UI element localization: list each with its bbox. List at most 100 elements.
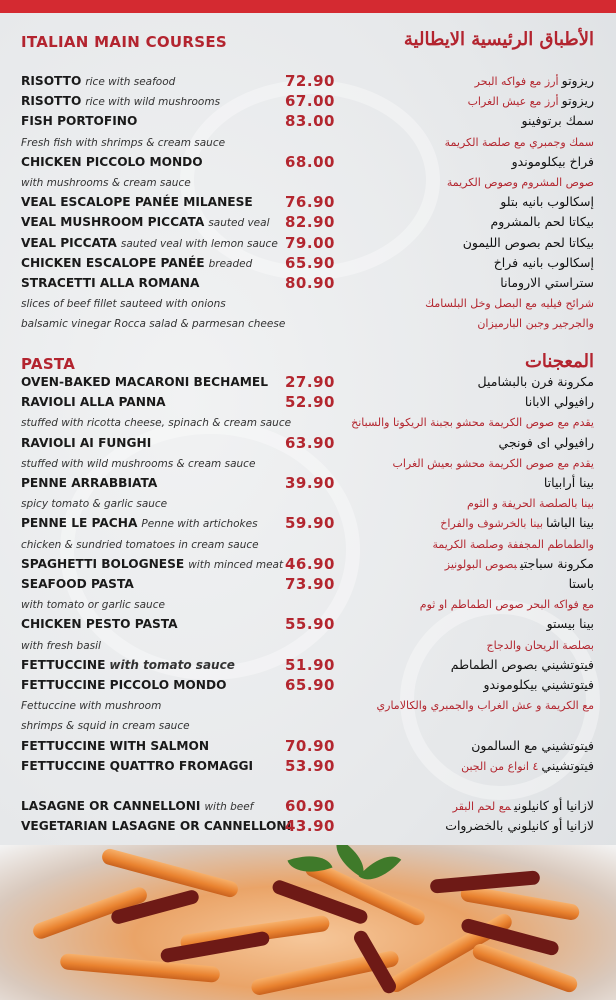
menu-item: RAVIOLI ALLA PANNA 52.90 رافيولي الابانا <box>0 393 616 413</box>
menu-item-description: with mushrooms & cream sauce صوص المشروم … <box>0 173 616 193</box>
menu-item-description: Fresh fish with shrimps & cream sauce سمك… <box>0 133 616 153</box>
menu-item-description: balsamic vinegar Rocca salad & parmesan … <box>0 314 616 334</box>
item-ar: فيتوتشيني بصوص الطماطم <box>451 657 594 672</box>
item-name: CHICKEN PICCOLO MONDO <box>21 154 203 169</box>
item-en: VEGETARIAN LASAGNE OR CANNELLONI <box>21 819 291 833</box>
item-desc: sauted veal <box>208 217 270 230</box>
item-en: RISOTTO rice with wild mushrooms <box>21 94 220 108</box>
item-desc-ar: والجرجير وجبن البارميزان <box>477 317 594 331</box>
item-name-ar: مكرونة سباجتي <box>519 555 594 571</box>
item-en: FETTUCCINE with tomato sauce <box>21 658 235 672</box>
item-ar: إسكالوب بانيه فراخ <box>494 255 594 270</box>
item-price: 63.90 <box>285 433 335 452</box>
item-ar: رافيولي الابانا <box>525 394 594 409</box>
item-en: with tomato or garlic sauce <box>21 597 165 611</box>
item-ar: لازانيا أو كانيلوني بالخضروات <box>445 818 594 833</box>
item-name-ar: ريزوتو <box>561 73 594 88</box>
item-ar: بينا بيستو <box>547 616 594 631</box>
menu-item-description: chicken & sundried tomatoes in cream sau… <box>0 535 616 555</box>
item-price: 68.00 <box>285 152 335 171</box>
item-name: RISOTTO <box>21 94 82 109</box>
menu-item-description: stuffed with ricotta cheese, spinach & c… <box>0 413 616 433</box>
item-name-ar: بيكاتا لحم بصوص الليمون <box>462 234 594 250</box>
item-name-ar: فيتوتشيني مع السالمون <box>471 737 594 753</box>
item-desc-ar: يقدم مع صوص الكريمة محشو بعيش الغراب <box>392 456 594 470</box>
item-en: PENNE LE PACHA Penne with artichokes <box>21 516 258 530</box>
item-desc: with minced meat <box>188 558 284 571</box>
item-price: 67.00 <box>285 92 335 111</box>
item-en: chicken & sundried tomatoes in cream sau… <box>21 537 259 551</box>
item-desc-ar: بصوص البولونيز <box>444 557 517 571</box>
pasta-dish-photo <box>0 845 616 1000</box>
item-desc-ar: صوص المشروم وصوص الكريمة <box>446 176 594 189</box>
item-name: PENNE ARRABBIATA <box>21 476 158 490</box>
item-name-ar: فيتوتشيني <box>541 757 594 773</box>
item-name-ar: إسكالوب بانيه بتلو <box>500 194 594 210</box>
item-price: 65.90 <box>285 253 335 272</box>
item-en: slices of beef fillet sauteed with onion… <box>21 296 226 310</box>
item-ar: يقدم مع صوص الكريمة محشو بعيش الغراب <box>392 455 594 470</box>
item-ar: ريزوتوأرز مع عيش الغراب <box>468 93 594 108</box>
item-en: PENNE ARRABBIATA <box>21 476 157 490</box>
item-ar: يقدم مع صوص الكريمة محشو بجبنة الريكوتا … <box>351 414 594 429</box>
item-desc-ar: مع لحم البقر <box>452 800 511 813</box>
item-name: VEGETARIAN LASAGNE OR CANNELLONI <box>21 819 292 834</box>
item-name-ar: مكرونة فرن بالبشاميل <box>477 374 594 389</box>
item-en: with fresh basil <box>21 638 101 652</box>
item-name: FETTUCCINE PICCOLO MONDO <box>21 678 227 692</box>
item-ar: بينا الباشابينا بالخرشوف والفراخ <box>440 515 594 530</box>
item-name-ar: بينا الباشا <box>546 515 594 531</box>
item-desc: sauted veal with lemon sauce <box>120 237 278 250</box>
item-name: FETTUCCINE WITH SALMON <box>21 738 210 753</box>
item-name: CHICKEN PESTO PASTA <box>21 617 178 632</box>
item-desc-ar: يقدم مع صوص الكريمة محشو بجبنة الريكوتا … <box>351 416 594 430</box>
item-desc: Fresh fish with shrimps & cream sauce <box>21 136 226 149</box>
item-en: balsamic vinegar Rocca salad & parmesan … <box>21 316 285 330</box>
menu-item: SEAFOOD PASTA 73.90 باستا <box>0 575 616 595</box>
item-price: 80.90 <box>285 274 335 292</box>
menu-item: CHICKEN PICCOLO MONDO 68.00 فراخ بيكلوموند… <box>0 153 616 173</box>
menu-item-description: stuffed with wild mushrooms & cream sauc… <box>0 454 616 474</box>
menu-item: FETTUCCINE WITH SALMON 70.90 فيتوتشيني مع … <box>0 737 616 757</box>
item-name-ar: باستا <box>568 576 594 591</box>
item-desc-ar: ٤ انواع من الجبن <box>461 759 539 773</box>
item-price: 79.00 <box>285 233 335 252</box>
item-price: 60.90 <box>285 797 335 815</box>
item-desc-ar: أرز مع فواكه البحر <box>474 75 559 88</box>
item-desc-ar: مع فواكه البحر صوص الطماطم او ثوم <box>419 598 594 612</box>
item-en: FISH PORTOFINO <box>21 114 137 128</box>
item-en: CHICKEN PICCOLO MONDO <box>21 155 203 169</box>
item-ar: ستراستي الارومانا <box>500 275 594 290</box>
menu-item-description: shrimps & squid in cream sauce <box>0 716 616 736</box>
menu-item: FETTUCCINE QUATTRO FROMAGGI 53.90 فيتوتشين… <box>0 757 616 777</box>
item-price: 65.90 <box>285 676 335 694</box>
item-name: VEAL MUSHROOM PICCATA <box>21 215 205 230</box>
item-desc: shrimps & squid in cream sauce <box>21 720 190 733</box>
menu-item: RISOTTO rice with seafood 72.90 ريزوتوأرز م… <box>0 72 616 92</box>
item-name: FETTUCCINE <box>21 657 106 672</box>
item-en: OVEN-BAKED MACARONI BECHAMEL <box>21 375 268 389</box>
item-en: RAVIOLI AI FUNGHI <box>21 436 151 450</box>
item-ar: بصلصة الريحان والدجاج <box>487 637 595 652</box>
item-en: stuffed with ricotta cheese, spinach & c… <box>21 415 291 429</box>
item-ar: بينا أرابياتا <box>544 475 594 490</box>
item-price: 76.90 <box>285 193 335 212</box>
item-desc-ar: مع الكريمة و عش الغراب والجمبري والكالام… <box>376 699 594 713</box>
item-name: LASAGNE OR CANNELLONI <box>21 799 201 813</box>
item-en: VEAL PICCATA sauted veal with lemon sauce <box>21 236 278 250</box>
section-title-ar: المعجنات <box>524 351 594 372</box>
item-desc-ar: أرز مع عيش الغراب <box>467 95 559 109</box>
menu-item: LASAGNE OR CANNELLONI with beef 60.90 لازان… <box>0 797 616 817</box>
menu-item: PENNE LE PACHA Penne with artichokes 59.90… <box>0 514 616 534</box>
item-name-ar: فيتوتشيني بصوص الطماطم <box>450 656 594 672</box>
item-name: FETTUCCINE QUATTRO FROMAGGI <box>21 758 254 773</box>
menu-item: RISOTTO rice with wild mushrooms 67.00 ريزو… <box>0 92 616 112</box>
item-desc: with tomato sauce <box>109 657 235 672</box>
item-price: 43.90 <box>285 817 335 836</box>
item-desc: slices of beef fillet sauteed with onion… <box>21 298 226 311</box>
item-ar: صوص المشروم وصوص الكريمة <box>447 174 594 189</box>
item-name-ar: إسكالوب بانيه فراخ <box>493 254 594 270</box>
menu-item: STRACETTI ALLA ROMANA 80.90 ستراستي الاروم… <box>0 274 616 294</box>
item-en: CHICKEN ESCALOPE PANÉE breaded <box>21 256 252 270</box>
menu-item: CHICKEN ESCALOPE PANÉE breaded 65.90 إسكالو… <box>0 254 616 274</box>
